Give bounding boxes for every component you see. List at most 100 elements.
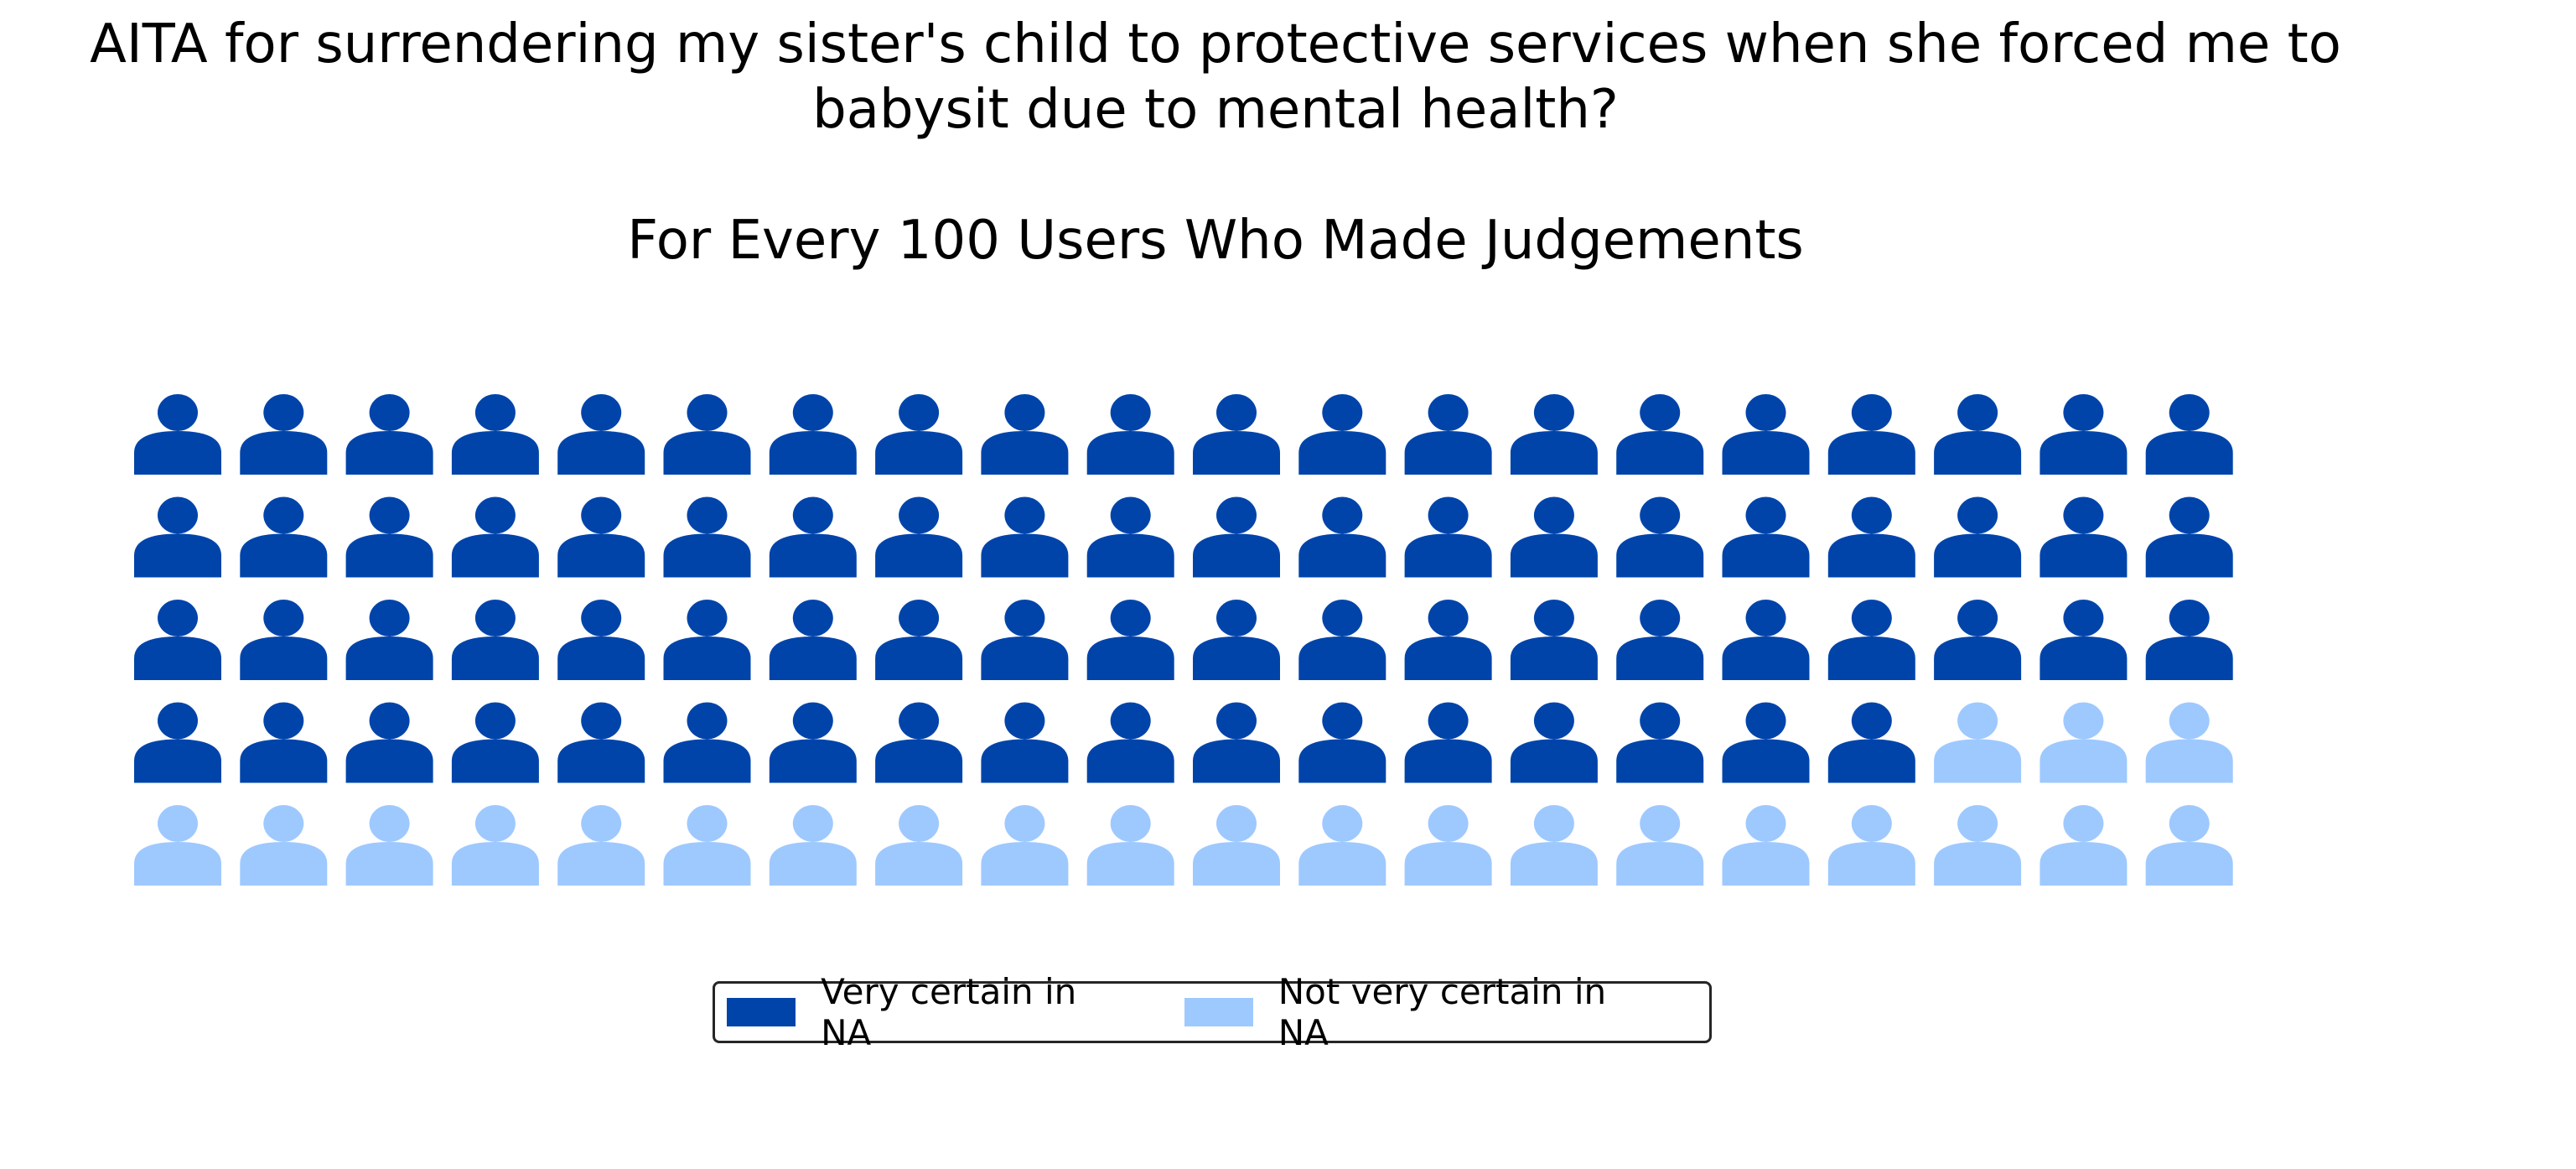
person-icon-head: [158, 394, 198, 431]
person-icon-body: [1616, 636, 1704, 680]
person-icon: [2145, 600, 2233, 680]
person-icon-body: [345, 636, 433, 680]
person-icon-body: [1827, 533, 1915, 578]
person-icon: [345, 496, 433, 578]
person-icon-body: [2145, 533, 2233, 578]
person-icon-body: [875, 533, 963, 578]
person-icon: [1193, 702, 1280, 783]
person-icon: [2145, 496, 2233, 578]
person-icon-body: [1193, 431, 1280, 475]
person-icon-head: [1851, 600, 1892, 636]
person-icon-body: [451, 636, 539, 680]
person-icon-head: [1004, 496, 1045, 534]
person-icon-head: [1640, 394, 1681, 431]
person-icon-body: [981, 739, 1069, 783]
person-icon: [663, 805, 751, 886]
person-icon-body: [2040, 533, 2128, 578]
person-icon: [1298, 496, 1386, 578]
person-icon: [345, 805, 433, 886]
person-icon: [2040, 702, 2128, 783]
person-icon: [1298, 600, 1386, 680]
person-icon-body: [1827, 431, 1915, 475]
person-icon: [134, 496, 221, 578]
person-icon-head: [899, 805, 940, 842]
person-icon: [1404, 496, 1492, 578]
person-icon: [1510, 496, 1598, 578]
person-icon-body: [1404, 842, 1492, 886]
person-icon-head: [1533, 702, 1574, 740]
person-icon-body: [345, 431, 433, 475]
person-icon: [1722, 805, 1810, 886]
person-icon-body: [1616, 431, 1704, 475]
legend: Very certain in NA Not very certain in N…: [713, 971, 1712, 1053]
person-icon-body: [1722, 431, 1810, 475]
person-icon-head: [1322, 600, 1363, 636]
person-icon: [875, 600, 963, 680]
person-icon-body: [2145, 842, 2233, 886]
person-icon-body: [663, 431, 751, 475]
person-icon-head: [1004, 600, 1045, 636]
person-icon-body: [1827, 636, 1915, 680]
person-icon: [1510, 394, 1598, 475]
person-icon: [557, 394, 645, 475]
person-icon-body: [2040, 739, 2128, 783]
person-icon-head: [2169, 702, 2210, 740]
person-icon-head: [792, 702, 833, 740]
legend-item-very-certain: Very certain in NA: [727, 971, 1117, 1053]
person-icon-head: [1004, 702, 1045, 740]
person-icon-body: [1193, 739, 1280, 783]
person-icon-body: [2145, 739, 2233, 783]
person-icon: [875, 702, 963, 783]
person-icon-head: [474, 600, 516, 636]
person-icon: [240, 600, 328, 680]
legend-label: Not very certain in NA: [1278, 971, 1607, 1053]
person-icon: [1827, 702, 1915, 783]
person-icon-body: [451, 842, 539, 886]
person-icon-body: [240, 842, 328, 886]
person-icon-head: [1004, 805, 1045, 842]
person-icon-head: [474, 496, 516, 534]
person-icon: [981, 496, 1069, 578]
person-icon-head: [2169, 805, 2210, 842]
person-icon-body: [875, 636, 963, 680]
person-icon: [240, 805, 328, 886]
person-icon: [663, 600, 751, 680]
person-icon: [1934, 496, 2022, 578]
person-icon-body: [1298, 636, 1386, 680]
person-icon: [663, 702, 751, 783]
person-icon-head: [1957, 805, 1998, 842]
person-icon-head: [263, 394, 304, 431]
person-icon: [1827, 805, 1915, 886]
person-icon-body: [1510, 533, 1598, 578]
person-icon-head: [1957, 496, 1998, 534]
person-icon: [769, 394, 857, 475]
person-icon: [1827, 600, 1915, 680]
person-icon: [663, 496, 751, 578]
person-icon: [451, 805, 539, 886]
person-icon-body: [1616, 533, 1704, 578]
person-icon-head: [581, 702, 622, 740]
person-icon-head: [1004, 394, 1045, 431]
person-icon-body: [240, 739, 328, 783]
person-icon-body: [134, 533, 221, 578]
person-icon: [1298, 805, 1386, 886]
person-icon-head: [1110, 394, 1151, 431]
person-icon-body: [1510, 636, 1598, 680]
person-icon-head: [1428, 600, 1469, 636]
person-icon-body: [1298, 739, 1386, 783]
person-icon-head: [158, 805, 198, 842]
person-icon-head: [1428, 702, 1469, 740]
person-icon: [557, 805, 645, 886]
person-icon-head: [1428, 394, 1469, 431]
person-icon-body: [1298, 842, 1386, 886]
person-icon-body: [769, 739, 857, 783]
legend-label: Very certain in NA: [821, 971, 1077, 1053]
person-icon-head: [158, 702, 198, 740]
person-icon-body: [1934, 739, 2022, 783]
person-icon-body: [769, 533, 857, 578]
person-icon-body: [557, 431, 645, 475]
person-icon-head: [1533, 394, 1574, 431]
person-icon: [1934, 805, 2022, 886]
person-icon-body: [240, 636, 328, 680]
